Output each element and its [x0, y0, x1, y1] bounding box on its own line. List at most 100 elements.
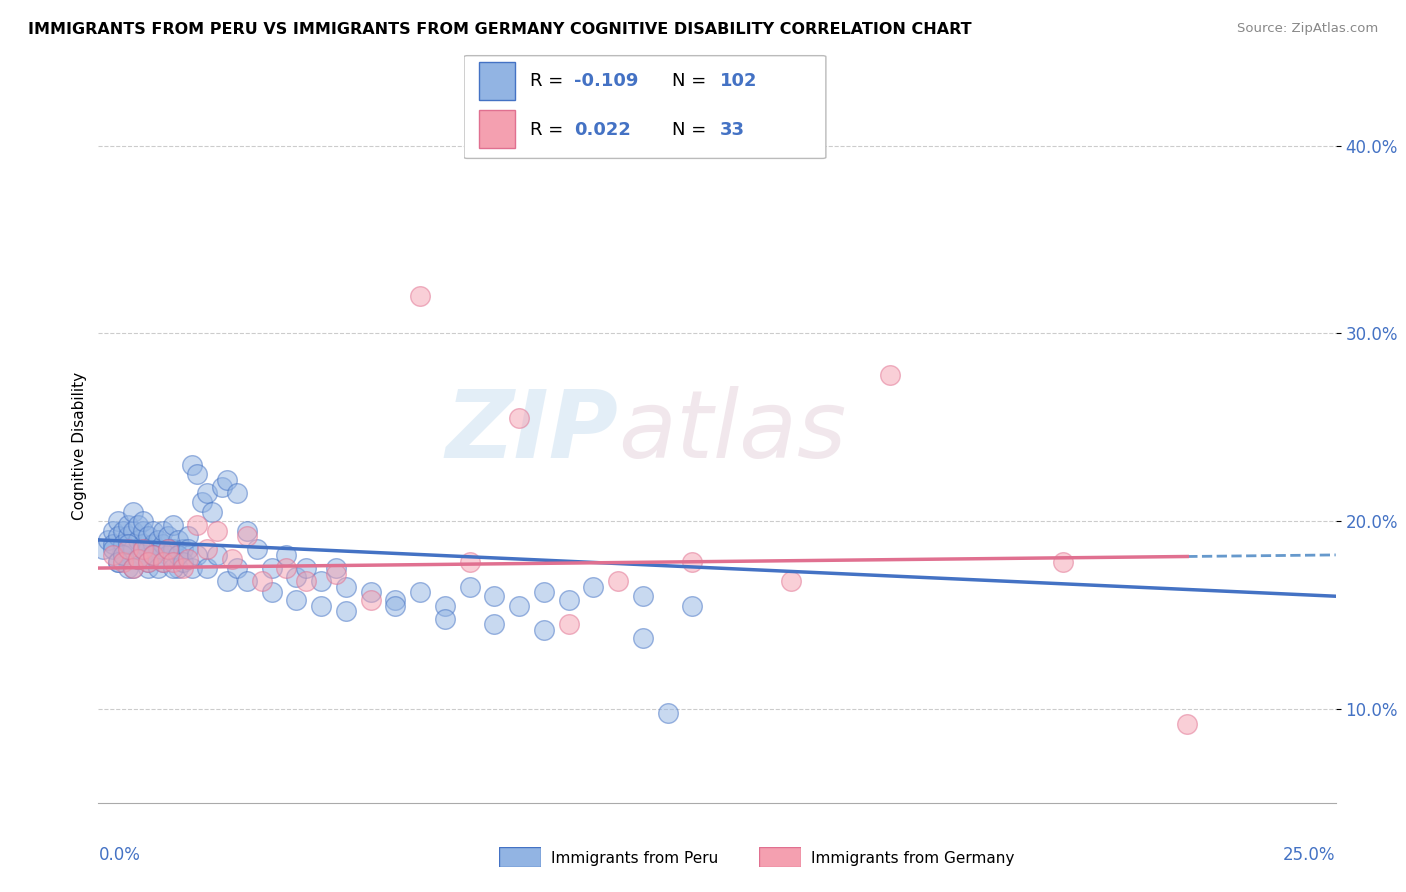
- Point: [657, 706, 679, 720]
- Point: [250, 574, 273, 589]
- Point: [162, 517, 184, 532]
- Point: [156, 542, 179, 557]
- Point: [533, 585, 555, 599]
- Point: [117, 517, 139, 532]
- Point: [146, 533, 169, 547]
- Point: [295, 574, 318, 589]
- Point: [142, 548, 165, 562]
- Point: [136, 561, 159, 575]
- Text: N =: N =: [672, 72, 713, 90]
- Point: [260, 585, 283, 599]
- Point: [127, 551, 149, 566]
- Point: [201, 505, 224, 519]
- Point: [186, 548, 208, 562]
- Point: [172, 556, 194, 570]
- Point: [112, 536, 135, 550]
- Point: [117, 529, 139, 543]
- Text: -0.109: -0.109: [574, 72, 638, 90]
- Point: [172, 542, 194, 557]
- Point: [107, 556, 129, 570]
- Point: [236, 524, 259, 538]
- Point: [681, 556, 703, 570]
- Point: [136, 529, 159, 543]
- Point: [166, 548, 188, 562]
- Point: [285, 570, 308, 584]
- Point: [879, 368, 901, 382]
- Text: 25.0%: 25.0%: [1284, 846, 1336, 863]
- Point: [122, 505, 145, 519]
- Point: [93, 542, 115, 557]
- FancyBboxPatch shape: [464, 55, 825, 159]
- Point: [557, 593, 579, 607]
- Text: 0.022: 0.022: [574, 120, 630, 138]
- Point: [107, 514, 129, 528]
- Point: [217, 473, 239, 487]
- Point: [122, 561, 145, 575]
- Point: [112, 548, 135, 562]
- Point: [186, 467, 208, 482]
- Point: [127, 517, 149, 532]
- Point: [172, 561, 194, 575]
- Point: [221, 551, 243, 566]
- Point: [117, 561, 139, 575]
- Text: Immigrants from Germany: Immigrants from Germany: [811, 851, 1015, 865]
- Point: [117, 542, 139, 557]
- Point: [780, 574, 803, 589]
- Point: [127, 551, 149, 566]
- Bar: [478, 111, 515, 148]
- Point: [276, 561, 298, 575]
- Point: [156, 542, 179, 557]
- Point: [112, 556, 135, 570]
- Point: [276, 548, 298, 562]
- Y-axis label: Cognitive Disability: Cognitive Disability: [72, 372, 87, 520]
- Point: [103, 548, 125, 562]
- Point: [152, 556, 174, 570]
- Point: [181, 561, 204, 575]
- Point: [335, 604, 357, 618]
- Point: [132, 542, 155, 557]
- Point: [142, 536, 165, 550]
- Point: [152, 524, 174, 538]
- Point: [132, 542, 155, 557]
- Point: [236, 574, 259, 589]
- Point: [132, 524, 155, 538]
- Point: [360, 585, 382, 599]
- Point: [325, 561, 347, 575]
- Point: [146, 542, 169, 557]
- Point: [103, 536, 125, 550]
- Point: [162, 542, 184, 557]
- Point: [142, 524, 165, 538]
- Point: [181, 458, 204, 472]
- Point: [112, 548, 135, 562]
- Point: [103, 542, 125, 557]
- Point: [107, 529, 129, 543]
- Point: [309, 599, 332, 613]
- Text: ZIP: ZIP: [446, 385, 619, 478]
- Point: [458, 556, 481, 570]
- Point: [132, 514, 155, 528]
- Point: [191, 495, 214, 509]
- Point: [226, 486, 249, 500]
- Point: [195, 542, 218, 557]
- Text: R =: R =: [530, 72, 569, 90]
- Point: [176, 551, 198, 566]
- Point: [156, 529, 179, 543]
- Text: 0.0%: 0.0%: [98, 846, 141, 863]
- Text: atlas: atlas: [619, 386, 846, 477]
- Point: [582, 580, 605, 594]
- Point: [186, 517, 208, 532]
- Point: [484, 617, 506, 632]
- Point: [335, 580, 357, 594]
- Point: [433, 599, 456, 613]
- Point: [681, 599, 703, 613]
- Point: [607, 574, 630, 589]
- Point: [631, 631, 654, 645]
- Point: [166, 561, 188, 575]
- Text: R =: R =: [530, 120, 575, 138]
- Point: [146, 561, 169, 575]
- Text: N =: N =: [672, 120, 713, 138]
- Point: [217, 574, 239, 589]
- Point: [384, 593, 406, 607]
- Point: [246, 542, 269, 557]
- Point: [152, 536, 174, 550]
